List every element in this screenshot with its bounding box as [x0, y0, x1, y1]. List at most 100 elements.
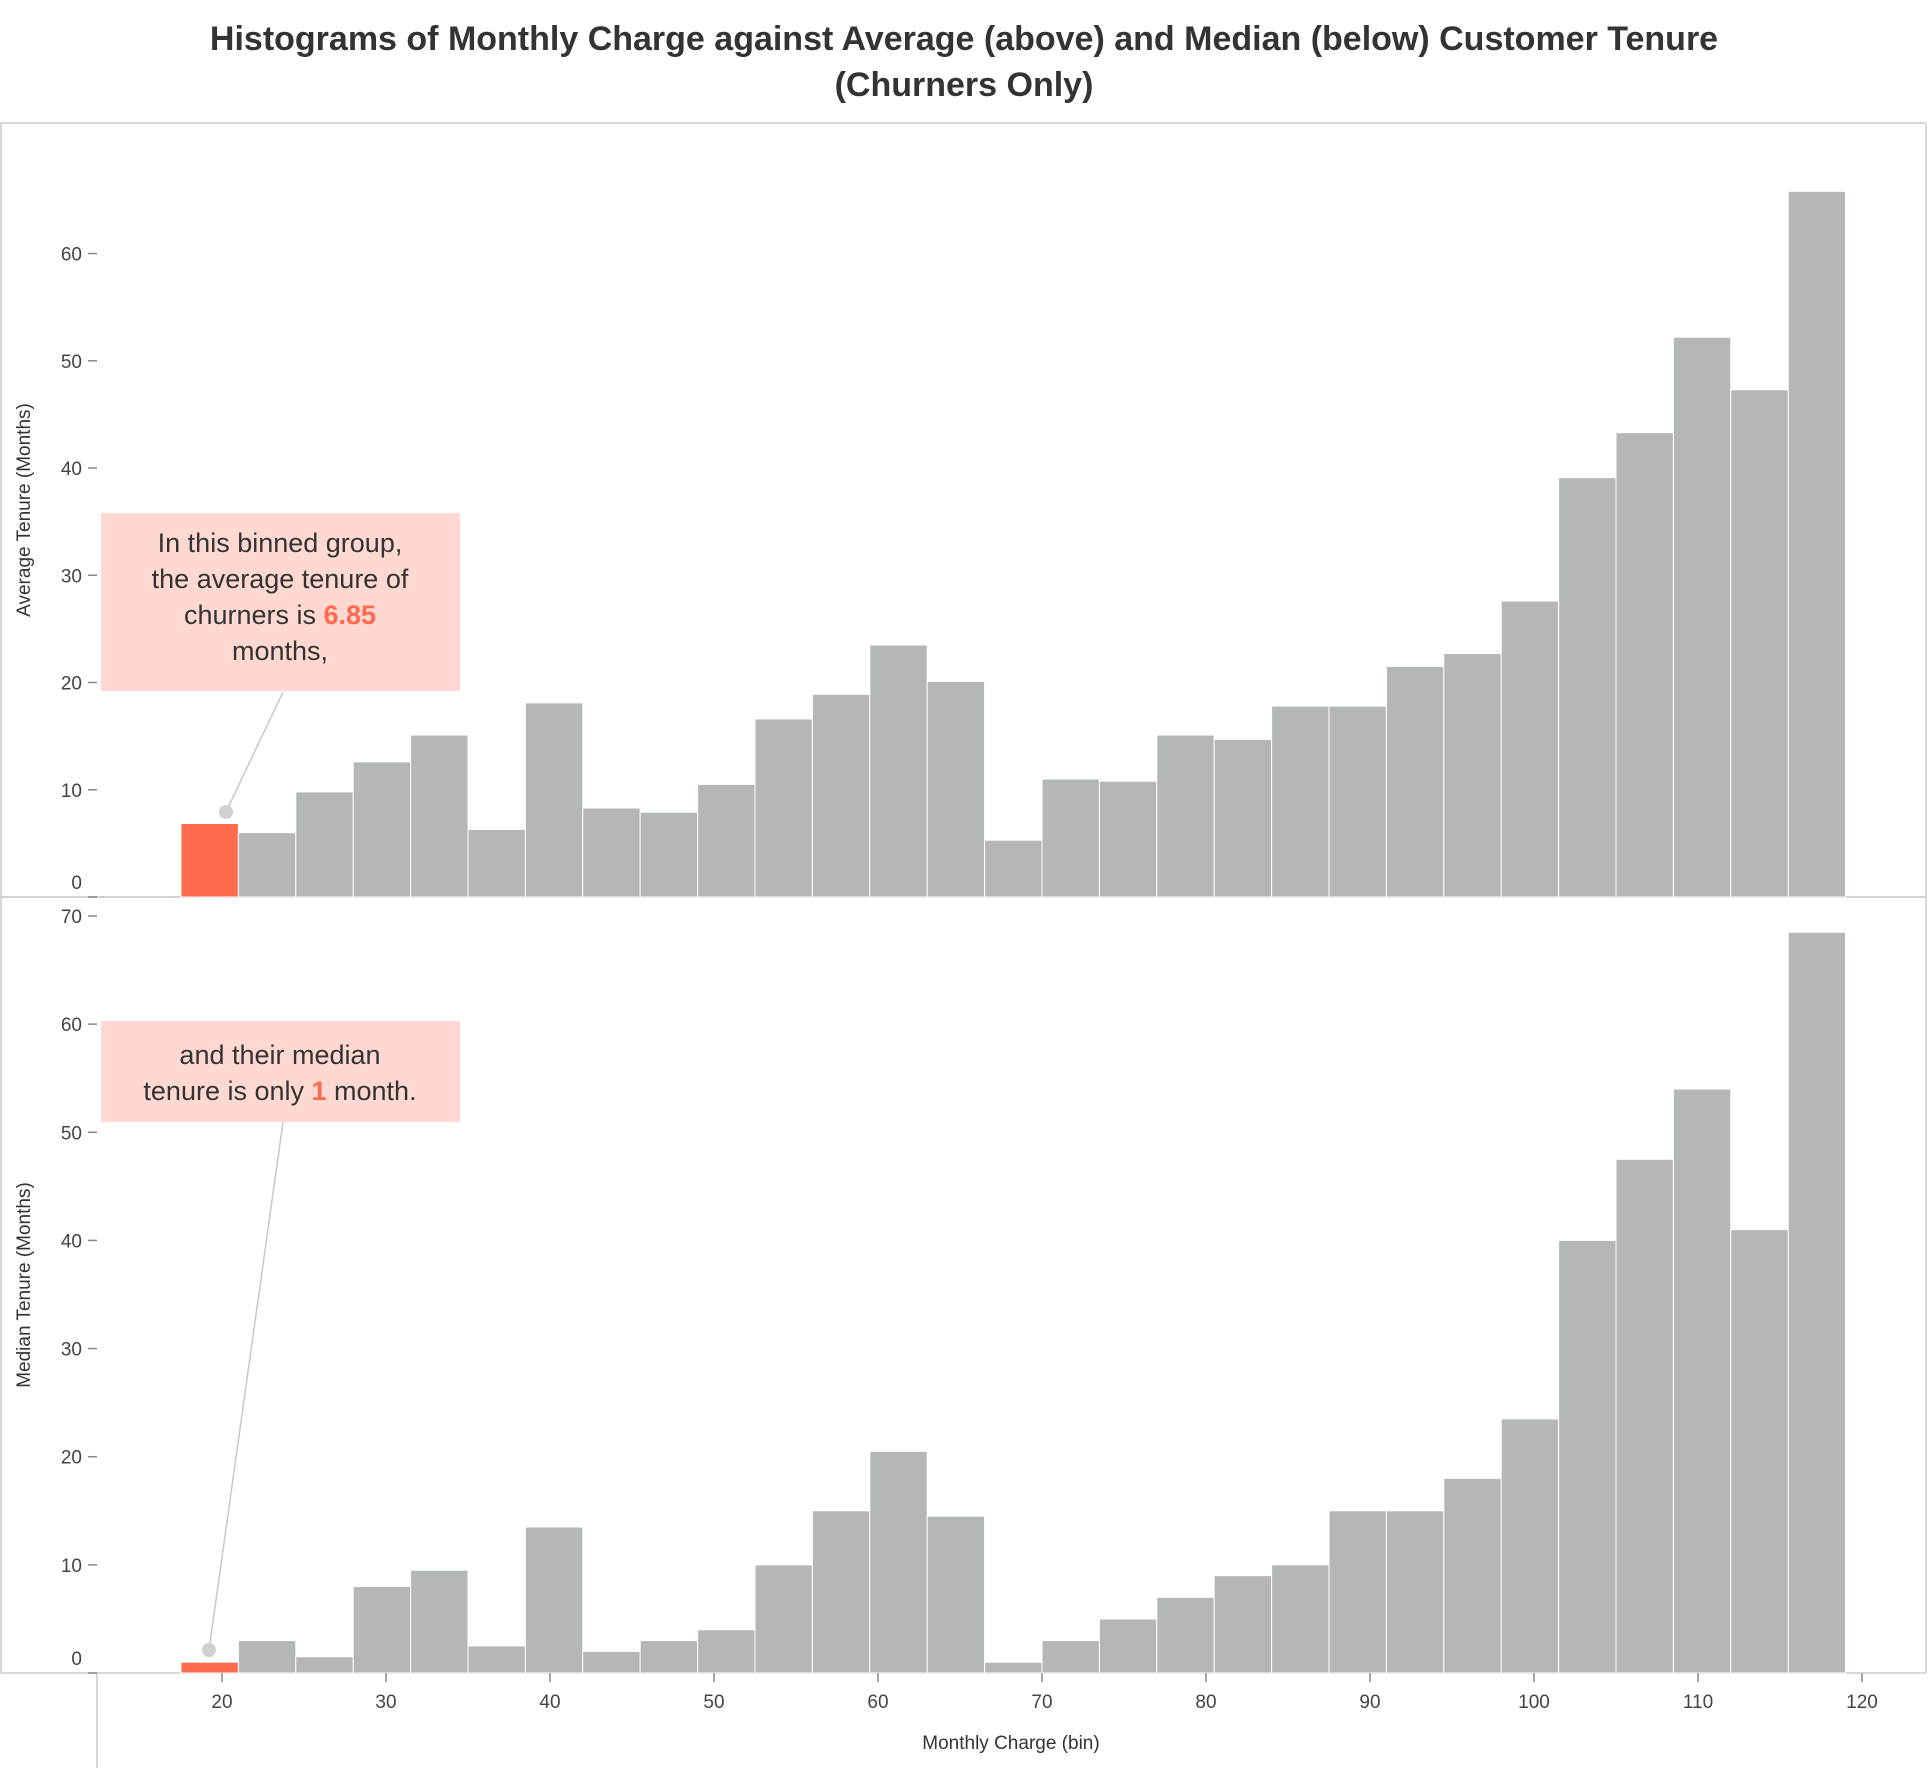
annotation-median-value: 1 [312, 1076, 327, 1106]
top-bar-20 [1328, 705, 1387, 898]
bottom-y-tick-label-60: 60 [61, 1015, 82, 1036]
top-bar-26 [1672, 336, 1732, 898]
bottom-y-tick-label-20: 20 [61, 1448, 82, 1469]
x-tick-label-40: 40 [539, 1692, 560, 1713]
top-bar-27 [1730, 389, 1789, 898]
bottom-bar-4 [410, 1569, 469, 1674]
top-bar-19 [1271, 705, 1330, 898]
bottom-y-tick-label-40: 40 [61, 1231, 82, 1252]
bottom-y-axis: 0 10 20 30 40 50 60 70 [61, 907, 97, 1674]
bottom-bar-8 [639, 1640, 699, 1674]
x-tick-label-30: 30 [375, 1692, 396, 1713]
annotation-average: In this binned group, the average tenure… [101, 513, 460, 819]
bottom-bar-15 [1041, 1640, 1100, 1674]
top-y-axis-title: Average Tenure (Months) [14, 403, 35, 617]
annotation-average-box [101, 513, 460, 691]
bottom-bar-24 [1558, 1239, 1617, 1674]
top-bar-28 [1787, 190, 1847, 898]
bottom-bars [180, 931, 1847, 1674]
bottom-bar-9 [697, 1629, 756, 1674]
top-bar-16 [1098, 780, 1158, 898]
top-y-tick-label-30: 30 [61, 566, 82, 587]
bottom-bar-18 [1213, 1575, 1273, 1674]
bottom-bar-13 [926, 1515, 986, 1674]
top-bar-9 [697, 783, 756, 898]
top-y-tick-label-10: 10 [61, 781, 82, 802]
annotation-median-marker [202, 1643, 216, 1657]
bottom-bar-27 [1730, 1229, 1789, 1674]
x-tick-label-80: 80 [1195, 1692, 1216, 1713]
x-tick-label-90: 90 [1359, 1692, 1380, 1713]
x-tick-label-50: 50 [703, 1692, 724, 1713]
bottom-bar-19 [1271, 1564, 1330, 1674]
annotation-median: and their median tenure is only 1 month. [101, 1021, 460, 1657]
annotation-median-box [101, 1021, 460, 1122]
bottom-bar-0 [180, 1661, 239, 1674]
x-tick-label-70: 70 [1031, 1692, 1052, 1713]
x-tick-label-100: 100 [1518, 1692, 1550, 1713]
bottom-bar-25 [1615, 1158, 1674, 1674]
top-bar-11 [811, 693, 871, 898]
top-bar-25 [1615, 432, 1674, 898]
top-y-tick-label-60: 60 [61, 245, 82, 266]
bottom-bar-21 [1385, 1510, 1445, 1674]
bottom-bar-11 [811, 1510, 871, 1674]
chart-title-line1: Histograms of Monthly Charge against Ave… [210, 20, 1718, 58]
bottom-y-axis-title: Median Tenure (Months) [14, 1182, 35, 1388]
top-bar-8 [639, 811, 699, 898]
top-bar-2 [295, 791, 354, 898]
bottom-bar-12 [869, 1450, 928, 1674]
bottom-bar-22 [1443, 1477, 1502, 1674]
x-tick-label-120: 120 [1846, 1692, 1878, 1713]
top-bar-10 [754, 718, 813, 898]
top-y-tick-label-50: 50 [61, 352, 82, 373]
x-tick-label-110: 110 [1683, 1692, 1713, 1713]
bottom-y-tick-label-50: 50 [61, 1123, 82, 1144]
bottom-bar-14 [984, 1661, 1043, 1674]
top-bar-0 [180, 823, 239, 898]
annotation-average-line2: the average tenure of [152, 564, 409, 594]
bottom-bar-26 [1672, 1088, 1732, 1674]
annotation-average-connector [225, 691, 284, 813]
bottom-bar-28 [1787, 931, 1847, 1674]
x-tick-label-20: 20 [211, 1692, 232, 1713]
bottom-bar-3 [352, 1585, 412, 1674]
top-y-tick-label-40: 40 [61, 459, 82, 480]
bottom-bar-1 [237, 1640, 297, 1674]
annotation-median-connector [208, 1121, 284, 1651]
top-bar-24 [1558, 477, 1617, 898]
chart-title-line2: (Churners Only) [835, 66, 1094, 104]
top-bar-22 [1443, 653, 1502, 898]
top-y-tick-label-0: 0 [71, 873, 82, 894]
top-y-tick-label-20: 20 [61, 674, 82, 695]
annotation-average-value: 6.85 [324, 600, 377, 630]
x-axis: 20 30 40 50 60 70 80 90 100 110 120 [211, 1673, 1878, 1713]
bottom-bar-10 [754, 1564, 813, 1674]
bottom-bar-16 [1098, 1618, 1158, 1674]
x-axis-title: Monthly Charge (bin) [922, 1733, 1099, 1754]
top-bar-15 [1041, 778, 1100, 898]
top-bar-4 [410, 734, 469, 898]
bottom-y-tick-label-0: 0 [71, 1649, 82, 1670]
annotation-average-line1: In this binned group, [158, 528, 403, 558]
top-bar-18 [1213, 738, 1273, 898]
annotation-average-line3-prefix: churners is [184, 600, 324, 630]
top-bar-21 [1385, 665, 1445, 898]
annotation-average-line4: months, [232, 636, 328, 666]
top-bar-1 [237, 832, 297, 898]
top-bar-7 [582, 807, 641, 898]
top-bar-12 [869, 644, 928, 898]
bottom-bar-2 [295, 1656, 354, 1674]
top-bar-6 [524, 702, 584, 898]
annotation-average-line3: churners is 6.85 [184, 600, 376, 630]
top-bar-5 [467, 828, 526, 898]
top-bars [180, 190, 1847, 898]
bottom-bar-23 [1500, 1418, 1560, 1674]
top-bar-14 [984, 839, 1043, 898]
bottom-y-tick-label-70: 70 [61, 907, 82, 928]
top-bar-13 [926, 680, 986, 898]
bottom-bar-5 [467, 1645, 526, 1674]
annotation-median-line2: tenure is only 1 month. [143, 1076, 416, 1106]
